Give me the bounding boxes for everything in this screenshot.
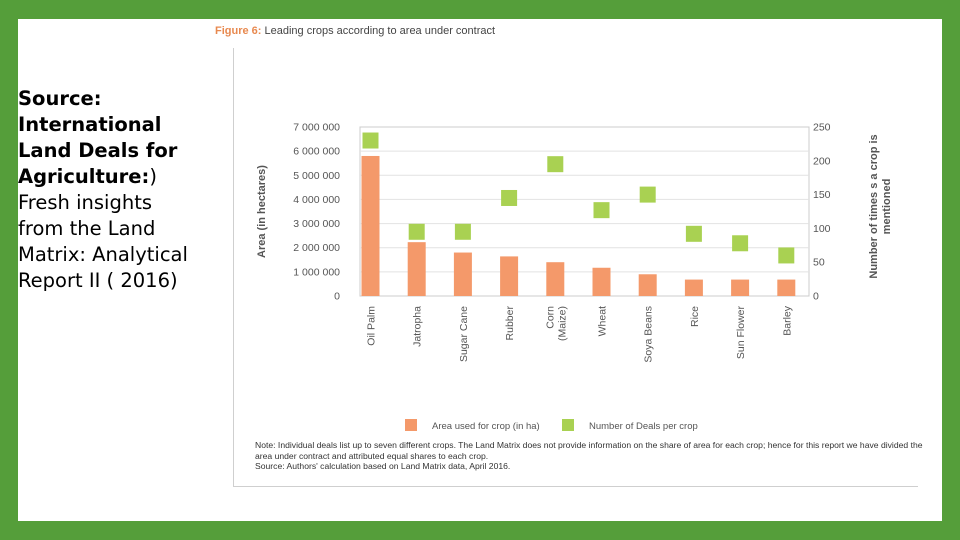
legend-swatch-deals — [562, 419, 574, 431]
category-label: Barley — [781, 305, 793, 336]
category-label: Corn(Maize) — [544, 306, 568, 341]
source-bold: Source: International Land Deals for Agr… — [18, 87, 178, 188]
area-bar — [684, 279, 703, 296]
note-text: Note: Individual deals list up to seven … — [255, 440, 923, 461]
y-left-tick-label: 4 000 000 — [293, 194, 340, 206]
area-bar — [592, 267, 611, 296]
figure-title: Figure 6: Leading crops according to are… — [215, 25, 495, 37]
source-line: Source: Authors' calculation based on La… — [255, 461, 511, 472]
category-label: Rice — [689, 306, 701, 327]
deals-marker — [639, 186, 656, 203]
area-bar — [500, 256, 519, 296]
deals-marker — [547, 156, 564, 173]
y-right-axis-label-line: Number of times s a crop is — [868, 134, 880, 278]
area-bar — [361, 155, 380, 296]
y-left-tick-label: 5 000 000 — [293, 170, 340, 182]
category-label: Sugar Cane — [458, 306, 470, 362]
figure-title-text: Leading crops according to area under co… — [264, 25, 496, 37]
figure-frame-left — [233, 48, 234, 486]
figure-note: Note: Individual deals list up to seven … — [255, 440, 925, 472]
deals-marker — [685, 225, 702, 242]
y-right-axis-label: Number of times s a crop ismentioned — [868, 134, 893, 278]
y-right-tick-label: 0 — [813, 291, 819, 303]
y-right-tick-label: 150 — [813, 189, 831, 201]
figure-frame-bottom — [233, 486, 918, 487]
area-bar — [638, 274, 657, 296]
deals-marker — [408, 223, 425, 240]
y-left-tick-label: 0 — [334, 291, 340, 303]
deals-marker — [732, 235, 749, 252]
category-label-line: Oil Palm — [366, 306, 378, 346]
deals-marker — [778, 247, 795, 264]
area-bar — [453, 252, 472, 296]
y-left-tick-label: 2 000 000 — [293, 242, 340, 254]
area-bar — [407, 242, 426, 296]
category-label-line: Rubber — [504, 306, 516, 341]
deals-marker — [454, 223, 471, 240]
source-normal: ) Fresh insights from the Land Matrix: A… — [18, 165, 188, 292]
category-label-line: (Maize) — [556, 306, 568, 341]
y-right-tick-label: 250 — [813, 122, 831, 134]
category-label-line: Rice — [689, 306, 701, 327]
figure-number: Figure 6: — [215, 25, 262, 37]
y-right-axis-label-line: mentioned — [881, 179, 893, 235]
y-right-tick-label: 100 — [813, 223, 831, 235]
y-right-tick-label: 200 — [813, 155, 831, 167]
category-label-line: Soya Beans — [643, 306, 655, 363]
deals-marker — [501, 189, 518, 206]
category-label-line: Wheat — [597, 306, 609, 336]
y-right-tick-label: 50 — [813, 257, 825, 269]
legend-label-area: Area used for crop (in ha) — [432, 421, 540, 432]
deals-marker — [362, 132, 379, 149]
figure: Figure 6: Leading crops according to are… — [215, 20, 923, 490]
source-citation: Source: International Land Deals for Agr… — [18, 86, 188, 294]
category-label-line: Corn — [544, 306, 556, 329]
category-label-line: Sugar Cane — [458, 306, 470, 362]
category-label: Wheat — [597, 306, 609, 336]
y-left-tick-label: 6 000 000 — [293, 146, 340, 158]
category-label-line: Sun Flower — [735, 306, 747, 360]
legend-label-deals: Number of Deals per crop — [589, 421, 698, 432]
legend-swatch-area — [405, 419, 417, 431]
area-bar — [546, 262, 565, 296]
category-label: Rubber — [504, 306, 516, 341]
plot-frame — [359, 126, 810, 297]
category-label: Soya Beans — [643, 306, 655, 363]
category-label-line: Barley — [781, 305, 793, 336]
y-left-axis-label: Area (in hectares) — [256, 165, 268, 258]
y-left-tick-label: 3 000 000 — [293, 218, 340, 230]
category-label: Jatropha — [412, 306, 424, 347]
deals-marker — [593, 202, 610, 219]
y-left-tick-label: 1 000 000 — [293, 266, 340, 278]
area-bar — [777, 279, 796, 296]
area-bar — [731, 279, 750, 296]
category-label-line: Jatropha — [412, 306, 424, 347]
category-label: Sun Flower — [735, 306, 747, 360]
slide — [18, 19, 942, 521]
category-label: Oil Palm — [366, 306, 378, 346]
y-left-tick-label: 7 000 000 — [293, 122, 340, 134]
chart: 0 1 000 000 2 000 000 3 000 000 4 000 000 5 0… — [256, 122, 893, 433]
